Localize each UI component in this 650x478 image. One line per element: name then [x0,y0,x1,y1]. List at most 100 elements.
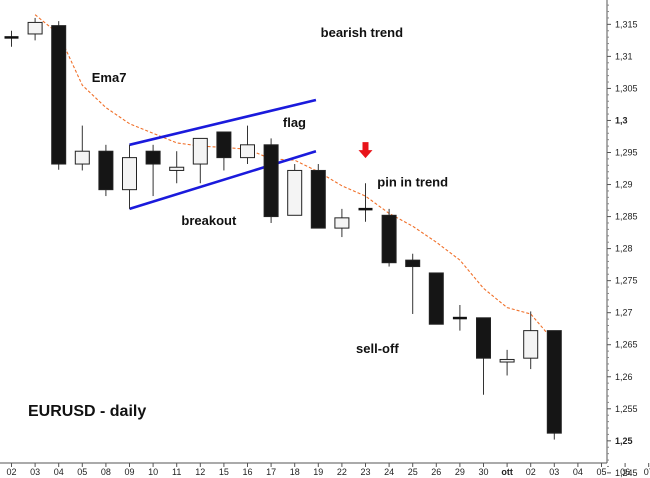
x-tick-label: ott [501,467,513,477]
x-tick-label: 07 [644,467,650,477]
y-tick-label: 1,28 [615,244,633,254]
axes [0,0,608,464]
annotation-label: Ema7 [92,70,127,85]
x-tick-label: 09 [124,467,134,477]
y-tick-label: 1,3 [615,115,628,125]
y-tick-label: 1,26 [615,372,633,382]
signal-arrow [358,142,373,159]
x-tick-label: 25 [408,467,418,477]
candle [310,164,326,229]
y-tick-label: 1,315 [615,19,638,29]
annotations: bearish trend Ema7 flag pin in trend breakou… [92,25,448,356]
x-tick-label: 02 [6,467,16,477]
candle [287,164,303,216]
candle [523,311,539,370]
candle [74,125,90,171]
candle-body [51,25,67,165]
x-tick-labels: 02 03 04 05 08 09 10 11 12 15 16 17 18 19 22 23 24 25 26 29… [6,463,650,477]
candle [499,349,515,376]
candle [98,144,114,197]
x-tick-label: 03 [30,467,40,477]
x-tick-label: 06 [620,467,630,477]
y-tick-label: 1,285 [615,212,638,222]
candle-body [122,157,137,191]
y-tick-labels: 1,315 1,31 1,305 1,3 1,295 1,29 1,285 1,28 1,275… [607,4,638,478]
y-tick-label: 1,265 [615,340,638,350]
x-tick-label: 24 [384,467,394,477]
y-tick-label: 1,27 [615,308,633,318]
candle-body [358,207,373,211]
candle-body [169,166,185,171]
candle-body [287,169,303,216]
candle-body [523,330,539,359]
x-tick-label: 08 [101,467,111,477]
candle [263,138,279,223]
x-tick-label: 11 [172,467,181,477]
x-tick-label: 29 [455,467,465,477]
x-tick-label: 19 [313,467,323,477]
flag-upper-line [129,98,317,147]
x-tick-label: 15 [219,467,229,477]
candle [169,151,185,184]
candle [452,304,467,331]
candle [428,272,444,325]
x-tick-label: 04 [54,467,64,477]
candles [4,17,562,440]
candle-body [27,21,43,35]
x-tick-label: 22 [337,467,347,477]
x-tick-label: 02 [526,467,536,477]
candle-body [452,316,467,320]
candle-body [263,144,279,218]
x-tick-label: 05 [77,467,87,477]
candle-body [4,36,19,39]
candle [358,183,373,222]
y-tick-label: 1,245 [615,468,638,478]
candle [145,144,161,197]
candle-body [405,259,421,268]
x-tick-label: 23 [360,467,370,477]
ema7-series [34,14,555,342]
y-tick-label: 1,255 [615,404,638,414]
candle-body [192,137,208,165]
candle-body [476,317,491,359]
chart-title: EURUSD - daily [28,403,146,420]
candle [546,330,562,440]
candle [4,30,19,47]
x-tick-label: 18 [290,467,300,477]
x-tick-label: 16 [242,467,252,477]
candle-body [216,131,232,159]
candle-body [98,150,114,191]
candle-body [334,217,350,229]
down-arrow-icon [358,142,373,159]
x-tick-label: 12 [195,467,205,477]
annotation-label: pin in trend [377,174,448,189]
candle-body [310,169,326,229]
ema7-line [34,14,555,342]
candle [216,131,232,171]
candle-body [499,358,515,363]
candle [405,253,421,314]
candle-body [74,150,90,165]
candle [122,144,137,209]
annotation-label: sell-off [356,341,399,356]
annotation-label: breakout [181,213,237,228]
x-tick-label: 10 [148,467,158,477]
candle-body [546,330,562,434]
y-tick-label: 1,305 [615,83,638,93]
x-tick-label: 17 [266,467,276,477]
flag-lower-line [129,149,317,211]
annotation-label: flag [283,115,306,130]
candle [192,137,208,184]
candle [476,317,491,395]
annotation-label: bearish trend [321,25,403,40]
flag-channel [129,98,317,211]
y-tick-label: 1,295 [615,147,638,157]
y-tick-label: 1,29 [615,180,633,190]
x-tick-label: 05 [596,467,606,477]
candle [27,17,43,41]
candle-body [428,272,444,325]
y-tick-label: 1,275 [615,276,638,286]
x-tick-label: 30 [478,467,488,477]
candle [381,208,397,267]
